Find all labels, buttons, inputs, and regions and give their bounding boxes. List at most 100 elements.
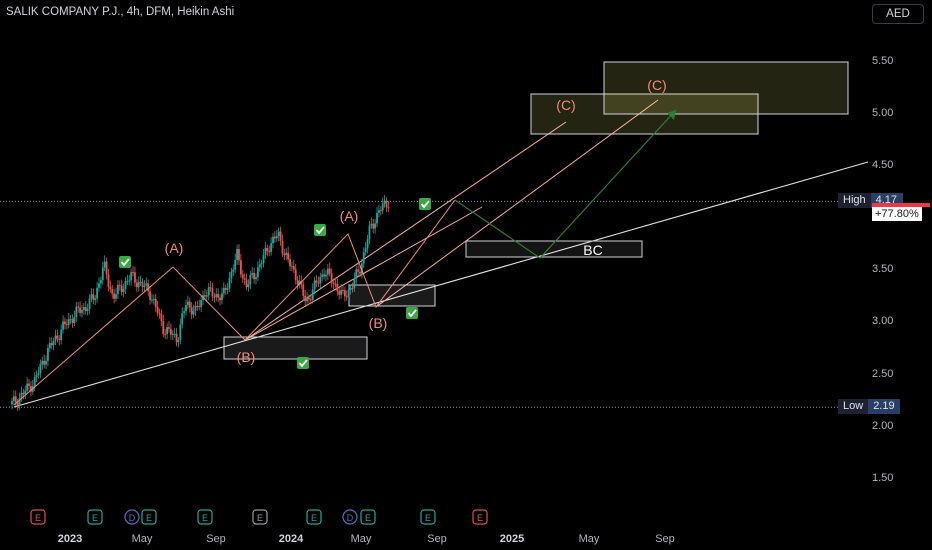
- candle-body: [272, 236, 274, 244]
- projection-arrowhead: [667, 110, 676, 120]
- candle-body: [120, 285, 123, 293]
- candle-body: [266, 247, 269, 252]
- projection-path: [454, 109, 677, 259]
- candle-body: [47, 348, 49, 361]
- candle-body: [149, 291, 151, 300]
- candle-body: [45, 360, 47, 365]
- candle-body: [124, 281, 127, 289]
- price-tick: 5.00: [872, 107, 894, 119]
- candle-body: [12, 396, 15, 401]
- candle-body: [77, 306, 80, 308]
- wave-label: (C): [647, 77, 666, 93]
- candle-body: [260, 263, 263, 265]
- candle-body: [130, 272, 133, 281]
- candle-body: [39, 364, 42, 374]
- candle-body: [141, 281, 144, 287]
- time-tick: 2024: [278, 533, 304, 545]
- candle-body: [368, 225, 371, 240]
- candle-body: [137, 282, 140, 288]
- candle-body: [16, 402, 19, 406]
- candle-body: [113, 293, 116, 299]
- high-label: High: [838, 193, 871, 208]
- candle-body: [60, 329, 63, 340]
- event-letter: E: [35, 513, 41, 523]
- wave-path: [13, 199, 456, 406]
- candle-body: [355, 269, 358, 279]
- earnings-icon: [141, 509, 157, 525]
- dividend-icon: [342, 509, 358, 525]
- zone-box: [223, 336, 368, 360]
- event-letter: E: [257, 513, 263, 523]
- candle-body: [319, 276, 322, 284]
- price-tick: 3.50: [872, 263, 894, 275]
- candle-body: [249, 274, 252, 285]
- candle-body: [128, 280, 131, 282]
- candle-body: [277, 231, 280, 237]
- event-letter: E: [146, 513, 152, 523]
- candle-body: [188, 301, 191, 308]
- zone-box: [465, 240, 643, 258]
- candle-body: [330, 273, 333, 283]
- candle-body: [283, 253, 286, 256]
- candle-body: [22, 392, 25, 395]
- time-tick: May: [131, 533, 153, 545]
- candle-body: [48, 343, 51, 349]
- event-letter: E: [202, 513, 208, 523]
- candle-body: [162, 321, 165, 335]
- candle-body: [281, 240, 284, 254]
- candle-body: [340, 289, 342, 295]
- candle-body: [139, 281, 142, 283]
- candle-body: [177, 340, 180, 343]
- check-icon: [406, 307, 418, 319]
- candle-body: [362, 252, 365, 264]
- candle-body: [256, 267, 259, 278]
- candle-body: [67, 319, 70, 325]
- candle-body: [94, 298, 97, 300]
- candle-body: [374, 223, 377, 229]
- candle-body: [156, 307, 159, 314]
- candle-body: [90, 294, 93, 299]
- candle-body: [230, 271, 233, 279]
- candle-body: [117, 284, 119, 295]
- currency-button[interactable]: AED: [872, 4, 924, 24]
- candle-body: [289, 259, 291, 267]
- earnings-icon: [360, 509, 376, 525]
- candle-body: [145, 283, 148, 286]
- candle-body: [168, 327, 170, 329]
- earnings-icon: [420, 509, 436, 525]
- low-label: Low: [838, 399, 869, 414]
- candle-body: [336, 283, 339, 292]
- earnings-icon: [87, 509, 103, 525]
- candle-body: [14, 396, 17, 403]
- earnings-icon: [30, 509, 46, 525]
- candle-body: [309, 299, 312, 301]
- candle-body: [379, 210, 382, 212]
- candle-body: [35, 374, 38, 377]
- candle-body: [385, 200, 388, 208]
- candle-body: [255, 277, 257, 280]
- wave-label: (C): [556, 97, 575, 113]
- candle-body: [273, 236, 276, 239]
- candle-body: [54, 335, 57, 342]
- candle-body: [325, 274, 327, 277]
- event-letter: D: [347, 513, 354, 523]
- candle-body: [262, 254, 265, 264]
- low-marker: Low 2.19: [838, 399, 901, 414]
- candle-body: [166, 327, 168, 335]
- candle-body: [99, 280, 102, 284]
- candle-body: [213, 296, 216, 298]
- candle-body: [361, 263, 363, 274]
- dividend-icon: [124, 509, 140, 525]
- candle-body: [11, 401, 13, 405]
- candle-body: [50, 343, 53, 346]
- candle-body: [52, 341, 55, 346]
- time-tick: May: [578, 533, 600, 545]
- candle-body: [317, 282, 320, 284]
- candle-body: [268, 251, 271, 253]
- time-tick: May: [350, 533, 372, 545]
- candle-body: [65, 324, 68, 326]
- candle-body: [179, 324, 182, 341]
- candle-body: [58, 338, 61, 340]
- candle-body: [18, 398, 21, 406]
